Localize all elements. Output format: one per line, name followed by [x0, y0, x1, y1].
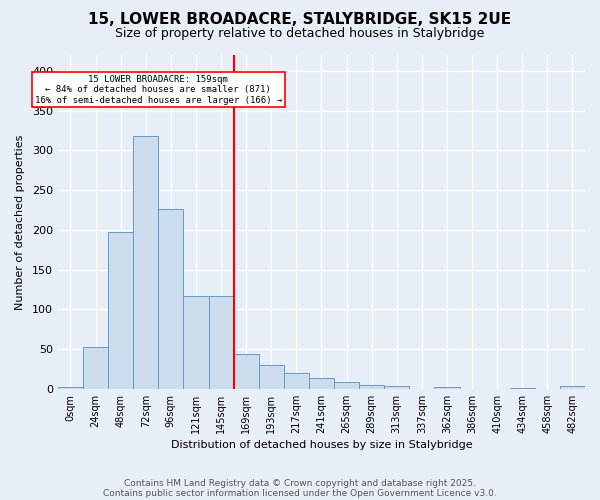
Y-axis label: Number of detached properties: Number of detached properties — [15, 134, 25, 310]
Bar — [184, 296, 209, 389]
Bar — [58, 387, 83, 389]
Bar — [133, 136, 158, 389]
Bar — [334, 382, 359, 389]
Bar — [108, 232, 133, 389]
Bar — [233, 354, 259, 389]
Bar — [83, 348, 108, 389]
Bar — [158, 209, 184, 389]
Bar — [510, 388, 535, 389]
Bar — [259, 365, 284, 389]
Text: Contains public sector information licensed under the Open Government Licence v3: Contains public sector information licen… — [103, 488, 497, 498]
Text: Size of property relative to detached houses in Stalybridge: Size of property relative to detached ho… — [115, 28, 485, 40]
X-axis label: Distribution of detached houses by size in Stalybridge: Distribution of detached houses by size … — [170, 440, 472, 450]
Bar — [284, 373, 309, 389]
Bar — [359, 385, 384, 389]
Bar — [309, 378, 334, 389]
Bar — [434, 387, 460, 389]
Text: Contains HM Land Registry data © Crown copyright and database right 2025.: Contains HM Land Registry data © Crown c… — [124, 478, 476, 488]
Bar — [560, 386, 585, 389]
Bar — [209, 296, 233, 389]
Bar — [384, 386, 409, 389]
Text: 15, LOWER BROADACRE, STALYBRIDGE, SK15 2UE: 15, LOWER BROADACRE, STALYBRIDGE, SK15 2… — [88, 12, 512, 28]
Text: 15 LOWER BROADACRE: 159sqm
← 84% of detached houses are smaller (871)
16% of sem: 15 LOWER BROADACRE: 159sqm ← 84% of deta… — [35, 75, 282, 104]
